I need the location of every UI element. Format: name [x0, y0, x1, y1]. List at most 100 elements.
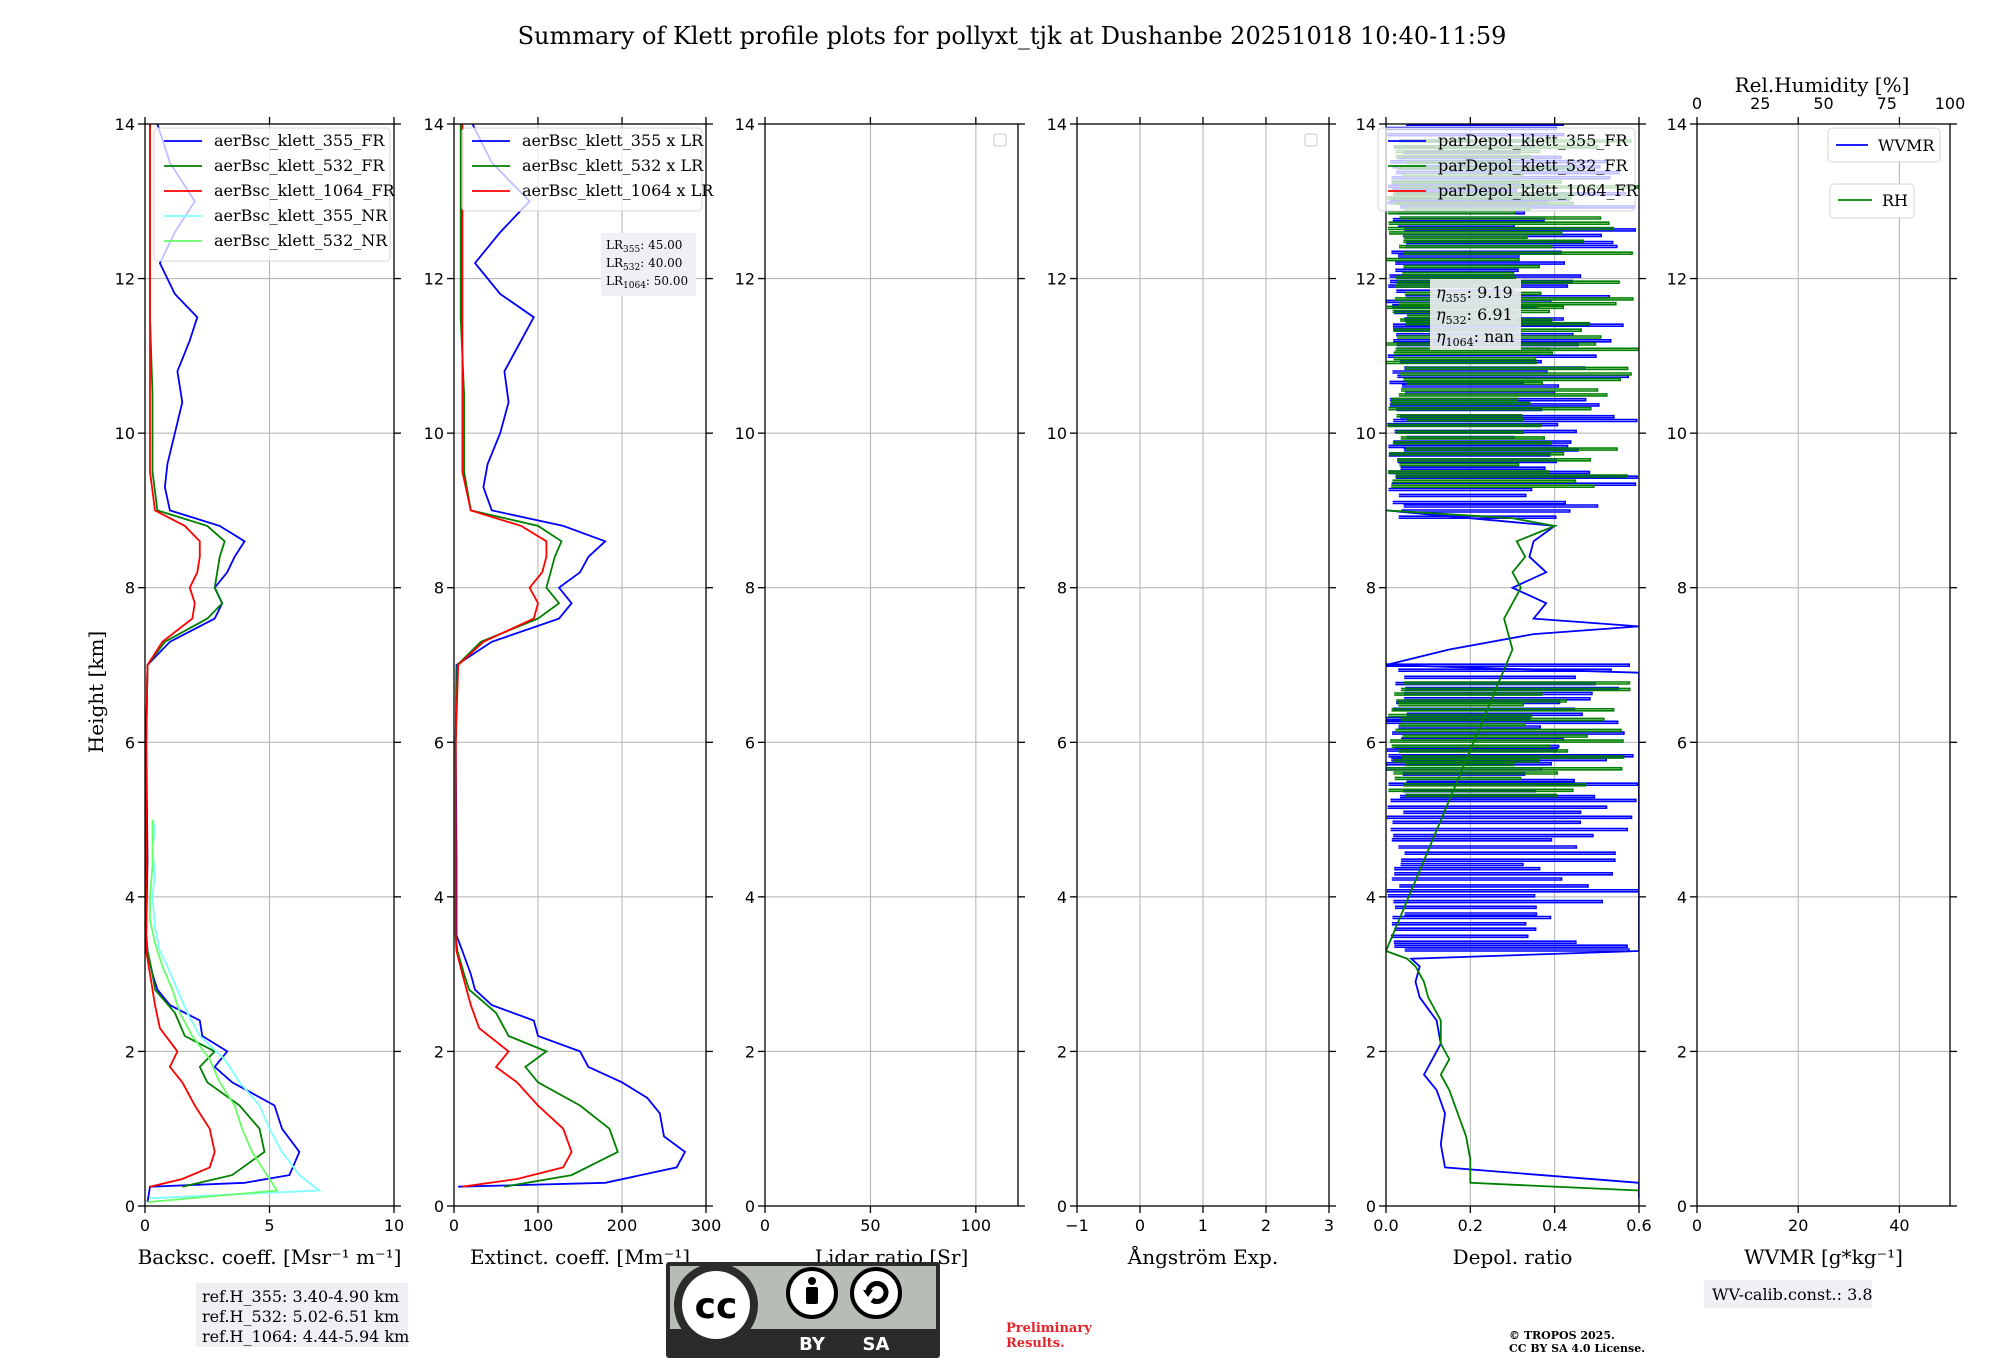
y-tick-label: 6	[125, 733, 135, 752]
axes-frame	[1385, 123, 1640, 1207]
series-noise-parDepol_klett_355_FR	[1386, 663, 1639, 952]
y-tick-label: 6	[1366, 733, 1376, 752]
series-line-aerBsc_klett_1064_FR	[145, 124, 216, 1188]
x-tick-label: 2	[1261, 1216, 1271, 1235]
wv-calibration-box: WV-calib.const.: 3.8	[1704, 1280, 1873, 1308]
y-tick-label: 12	[735, 270, 755, 289]
panel-depol: 0 2 4 6 8 10 12 14 0.0 0.2 0.4 0.6 Depol. ratio parDe…	[1356, 115, 1652, 1269]
legend-entry: aerBsc_klett_532 x LR	[522, 156, 704, 175]
y-tick-label: 10	[424, 424, 444, 443]
y-tick-label: 0	[1057, 1197, 1067, 1216]
copyright-line1: © TROPOS 2025.	[1509, 1329, 1615, 1342]
lr-label: LR	[606, 256, 624, 270]
y-tick-label: 6	[434, 733, 444, 752]
x-tick-label: 200	[607, 1216, 638, 1235]
series-line-parDepol_klett_355_FR	[1386, 509, 1639, 1199]
y-tick-label: 4	[1677, 888, 1687, 907]
y-tick-label: 8	[434, 579, 444, 598]
y-tick-label: 14	[1667, 115, 1687, 134]
legend-entry: aerBsc_klett_355_NR	[214, 206, 388, 225]
y-tick-label: 4	[125, 888, 135, 907]
eta-label: η	[1436, 283, 1446, 302]
cc-logo-text: cc	[695, 1286, 738, 1327]
plot-area	[454, 124, 687, 1188]
svg-text:η1064: nan: η1064: nan	[1436, 327, 1514, 349]
y-tick-label: 0	[1366, 1197, 1376, 1216]
eta-subscript: 1064	[1446, 336, 1474, 349]
x-tick-label: 0	[760, 1216, 770, 1235]
figure-title: Summary of Klett profile plots for polly…	[518, 22, 1507, 50]
y-tick-label: 12	[1047, 270, 1067, 289]
cc-by-label: BY	[799, 1334, 826, 1355]
x-tick-label: 1	[1198, 1216, 1208, 1235]
y-tick-label: 2	[1057, 1042, 1067, 1061]
series-noise-parDepol_klett_532_FR	[1386, 681, 1631, 798]
legend-entry: WVMR	[1878, 136, 1935, 155]
x-tick-label: 0	[1135, 1216, 1145, 1235]
y-tick-label: 8	[745, 579, 755, 598]
y-tick-label: 6	[1677, 733, 1687, 752]
y-tick-label: 0	[745, 1197, 755, 1216]
x-tick-label: −1	[1065, 1216, 1089, 1235]
x2-tick-label: 100	[1935, 94, 1966, 113]
y-tick-label: 12	[115, 270, 135, 289]
x-tick-label: 0.0	[1373, 1216, 1398, 1235]
lr-1064-value: 50.00	[654, 274, 688, 288]
x-tick-label: 100	[961, 1216, 992, 1235]
y-tick-label: 8	[125, 579, 135, 598]
legend-entry: aerBsc_klett_532_NR	[214, 231, 388, 250]
empty-legend	[1304, 133, 1318, 147]
y-tick-label: 14	[1356, 115, 1376, 134]
eta-info-box: η355: 9.19 η532: 6.91 η1064: nan	[1430, 279, 1521, 350]
x2-tick-label: 0	[1692, 94, 1702, 113]
eta-subscript: 355	[1446, 292, 1467, 305]
y-tick-label: 6	[745, 733, 755, 752]
axes-frame	[1696, 123, 1951, 1207]
y-tick-label: 14	[1047, 115, 1067, 134]
x-tick-label: 50	[860, 1216, 880, 1235]
legend-entry: aerBsc_klett_355_FR	[214, 131, 385, 150]
preliminary-notice: Preliminary	[1006, 1321, 1092, 1336]
preliminary-notice-line2: Results.	[1006, 1336, 1065, 1351]
legend-box	[153, 127, 391, 262]
x-tick-label: 300	[691, 1216, 722, 1235]
x-axis-label: Backsc. coeff. [Msr⁻¹ m⁻¹]	[138, 1245, 402, 1269]
series-line-aerBsc_klett_355 x LR	[454, 124, 687, 1188]
series-line-aerBsc_klett_355_NR	[149, 819, 322, 1200]
y-tick-label: 4	[1366, 888, 1376, 907]
legend-box	[1377, 127, 1636, 212]
y-tick-label: 12	[1667, 270, 1687, 289]
eta-1064-value: nan	[1484, 327, 1514, 346]
y-tick-label: 0	[125, 1197, 135, 1216]
legend-entry: aerBsc_klett_355 x LR	[522, 131, 704, 150]
x-axis-label: Extinct. coeff. [Mm⁻¹]	[470, 1245, 690, 1269]
legend-box	[461, 127, 703, 212]
y-tick-label: 14	[735, 115, 755, 134]
y-tick-label: 2	[434, 1042, 444, 1061]
y-tick-label: 12	[1356, 270, 1376, 289]
legend-entry: parDepol_klett_355_FR	[1438, 131, 1629, 150]
x-tick-label: 40	[1889, 1216, 1909, 1235]
legend-entry: aerBsc_klett_1064_FR	[214, 181, 396, 200]
y-tick-label: 2	[125, 1042, 135, 1061]
x-tick-label: 0.4	[1542, 1216, 1567, 1235]
eta-label: η	[1436, 305, 1446, 324]
lr-label: LR	[606, 238, 624, 252]
y-tick-label: 10	[1356, 424, 1376, 443]
svg-text:LR1064: 50.00: LR1064: 50.00	[606, 274, 688, 291]
y-tick-label: 14	[424, 115, 444, 134]
lr-subscript: 355	[623, 245, 640, 255]
height-axis-label: Height [km]	[84, 631, 108, 753]
x-tick-label: 10	[384, 1216, 404, 1235]
x2-tick-label: 75	[1877, 94, 1897, 113]
series-line-aerBsc_klett_532 x LR	[454, 124, 619, 1188]
legend-box-rh	[1829, 183, 1915, 219]
cc-sa-label: SA	[863, 1334, 890, 1355]
y-tick-label: 4	[434, 888, 444, 907]
series-line-aerBsc_klett_1064 x LR	[454, 124, 573, 1188]
x-tick-label: 0	[1692, 1216, 1702, 1235]
empty-legend	[993, 133, 1007, 147]
y-tick-label: 14	[115, 115, 135, 134]
